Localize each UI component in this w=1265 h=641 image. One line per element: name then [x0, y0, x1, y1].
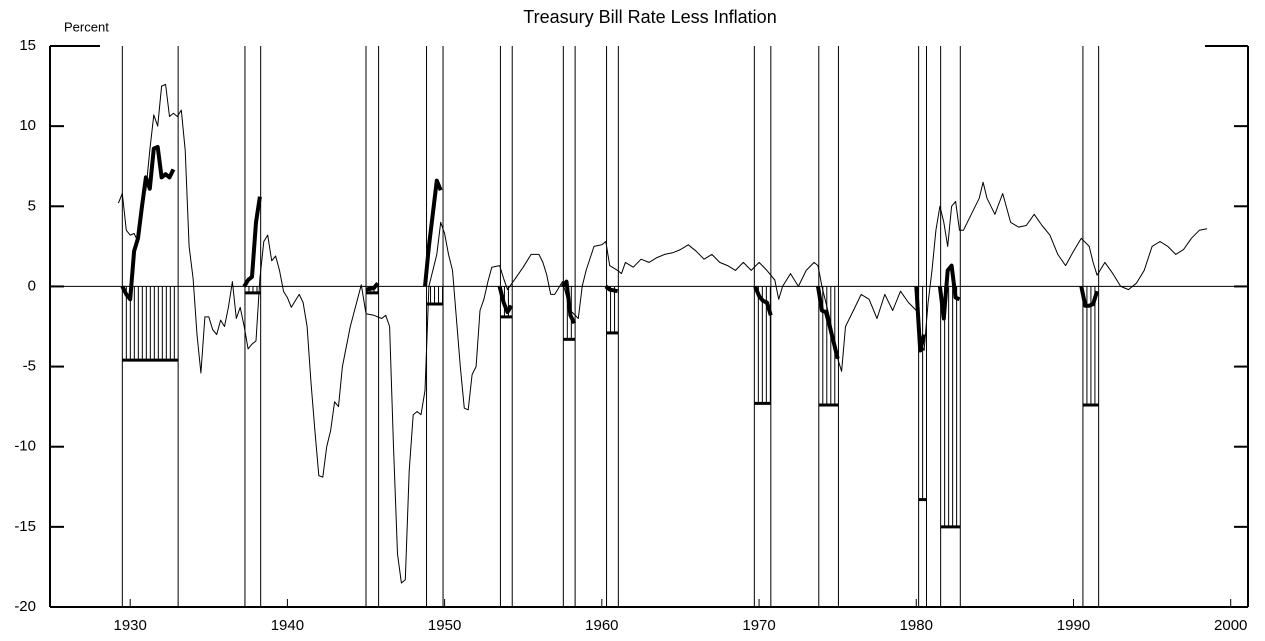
y-tick-label: 10	[19, 117, 36, 134]
series-line	[120, 145, 1100, 360]
y-tick-label: -5	[23, 358, 36, 375]
axis-frame	[49, 45, 1249, 608]
y-axis-label: Percent	[64, 19, 109, 34]
x-tick-label: 1930	[113, 617, 146, 634]
x-tick-label: 2000	[1214, 617, 1247, 634]
chart-title: Treasury Bill Rate Less Inflation	[523, 7, 776, 27]
y-tick-label: 0	[28, 277, 36, 294]
y-tick-label: -10	[14, 438, 36, 455]
y-tick-label: 5	[28, 197, 36, 214]
x-tick-label: 1940	[271, 617, 304, 634]
x-tick-label: 1950	[428, 617, 461, 634]
series-line	[117, 84, 1208, 584]
y-tick-label: 15	[19, 37, 36, 54]
y-tick-label: -15	[14, 518, 36, 535]
y-tick-label: -20	[14, 598, 36, 615]
x-tick-label: 1980	[900, 617, 933, 634]
x-tick-label: 1960	[585, 617, 618, 634]
x-tick-label: 1990	[1057, 617, 1090, 634]
x-tick-label: 1970	[742, 617, 775, 634]
